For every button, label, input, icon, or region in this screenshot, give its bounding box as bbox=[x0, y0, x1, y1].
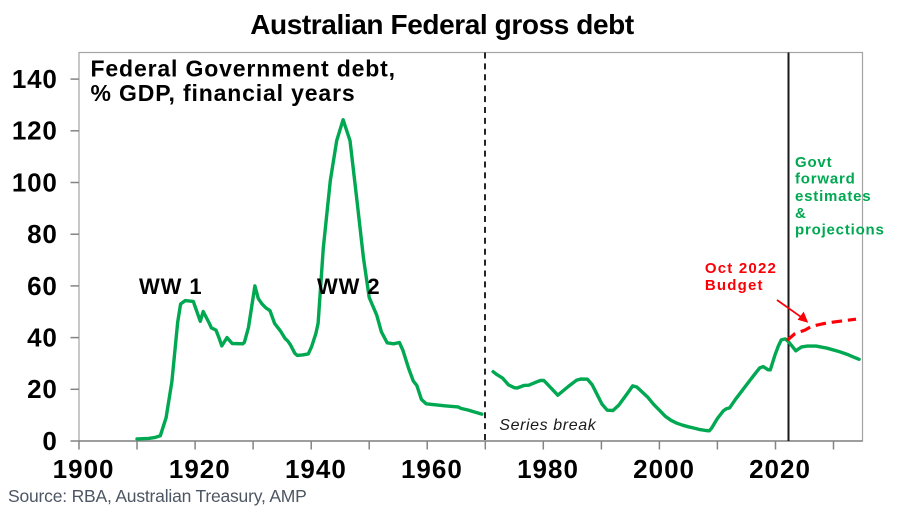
svg-text:Australian Federal gross debt: Australian Federal gross debt bbox=[250, 9, 634, 40]
svg-text:20: 20 bbox=[27, 374, 58, 404]
svg-text:Series break: Series break bbox=[499, 417, 596, 434]
svg-text:1920: 1920 bbox=[169, 454, 231, 484]
svg-text:forward: forward bbox=[795, 171, 856, 188]
svg-text:60: 60 bbox=[27, 271, 58, 301]
svg-text:2000: 2000 bbox=[633, 454, 695, 484]
svg-text:&: & bbox=[795, 205, 807, 222]
svg-text:140: 140 bbox=[12, 64, 58, 94]
svg-text:WW 2: WW 2 bbox=[317, 274, 380, 299]
svg-text:0: 0 bbox=[42, 426, 57, 456]
svg-text:100: 100 bbox=[12, 167, 58, 197]
svg-text:WW 1: WW 1 bbox=[139, 274, 202, 299]
svg-text:Budget: Budget bbox=[705, 277, 764, 294]
svg-text:40: 40 bbox=[27, 323, 58, 353]
svg-text:% GDP, financial years: % GDP, financial years bbox=[91, 80, 356, 106]
svg-text:1960: 1960 bbox=[401, 454, 463, 484]
svg-text:projections: projections bbox=[795, 221, 885, 238]
svg-text:1940: 1940 bbox=[285, 454, 347, 484]
svg-text:Source: RBA, Australian Treasu: Source: RBA, Australian Treasury, AMP bbox=[8, 486, 307, 506]
svg-text:1900: 1900 bbox=[53, 454, 115, 484]
svg-text:estimates: estimates bbox=[795, 188, 871, 205]
svg-text:1980: 1980 bbox=[517, 454, 579, 484]
svg-text:Federal Government debt,: Federal Government debt, bbox=[91, 56, 396, 82]
svg-text:2020: 2020 bbox=[749, 454, 811, 484]
svg-text:Govt: Govt bbox=[795, 154, 832, 171]
svg-text:80: 80 bbox=[27, 219, 58, 249]
svg-text:Oct 2022: Oct 2022 bbox=[705, 260, 777, 277]
svg-text:120: 120 bbox=[12, 116, 58, 146]
